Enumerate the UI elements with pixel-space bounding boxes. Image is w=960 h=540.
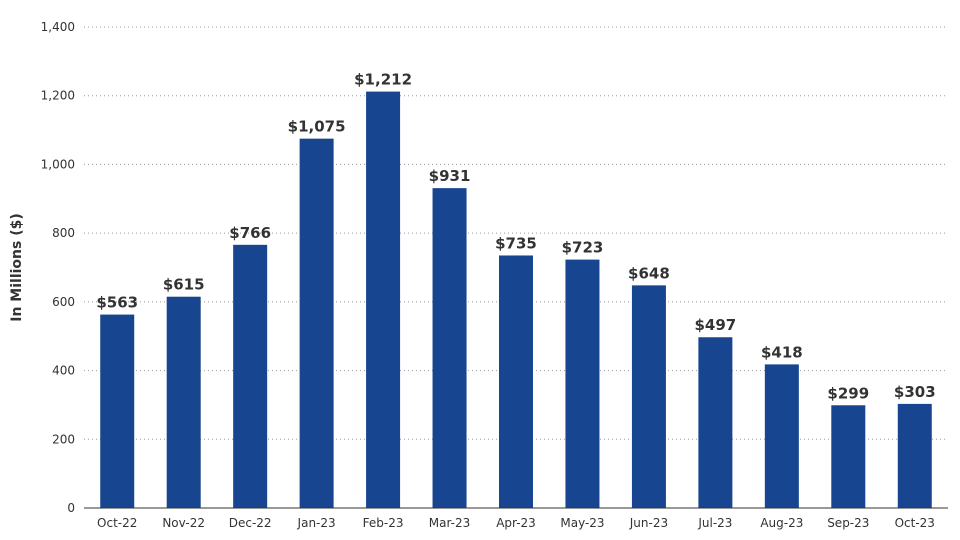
y-axis-ticks: 0 200 400 600 800 1,000 1,200 1,400 <box>41 20 75 515</box>
x-tick-label: Oct-23 <box>895 516 935 530</box>
bar <box>499 255 533 508</box>
y-tick-label: 1,400 <box>41 20 75 34</box>
data-label: $497 <box>695 316 737 334</box>
x-tick-label: Mar-23 <box>429 516 470 530</box>
data-label: $723 <box>562 239 604 257</box>
bar <box>432 188 467 508</box>
x-tick-label: Feb-23 <box>363 516 404 530</box>
x-tick-label: Jun-23 <box>629 516 668 530</box>
bar <box>299 138 334 509</box>
bar <box>565 259 600 508</box>
y-tick-label: 200 <box>52 432 75 446</box>
data-label: $766 <box>229 224 271 242</box>
data-label: $563 <box>96 294 138 312</box>
data-label: $735 <box>495 234 537 252</box>
y-tick-label: 600 <box>52 295 75 309</box>
x-tick-label: Oct-22 <box>97 516 137 530</box>
bar <box>831 405 866 508</box>
bars <box>100 91 932 509</box>
x-tick-label: Aug-23 <box>760 516 803 530</box>
data-label: $303 <box>894 383 936 401</box>
data-label: $931 <box>429 167 471 185</box>
data-label: $648 <box>628 264 670 282</box>
data-label: $615 <box>163 276 205 294</box>
x-tick-label: Jul-23 <box>697 516 732 530</box>
data-label: $299 <box>827 384 869 402</box>
bar <box>764 364 799 508</box>
bar <box>631 285 666 508</box>
x-tick-label: Sep-23 <box>827 516 869 530</box>
x-tick-label: May-23 <box>560 516 604 530</box>
y-axis-title: In Millions ($) <box>9 213 25 322</box>
data-label: $1,212 <box>354 71 412 89</box>
bar <box>366 91 401 508</box>
data-labels: $563 $615 $766 $1,075 $1,212 $931 $735 $723 $648… <box>96 71 935 403</box>
x-tick-label: Jan-23 <box>297 516 336 530</box>
data-label: $1,075 <box>288 118 346 136</box>
y-tick-label: 0 <box>67 501 75 515</box>
x-tick-label: Nov-22 <box>162 516 205 530</box>
x-tick-label: Dec-22 <box>229 516 272 530</box>
bar <box>897 403 932 508</box>
data-label: $418 <box>761 343 803 361</box>
bar <box>233 244 268 508</box>
x-axis-ticks: Oct-22 Nov-22 Dec-22 Jan-23 Feb-23 Mar-23 Apr-… <box>97 516 935 530</box>
y-tick-label: 400 <box>52 364 75 378</box>
y-tick-label: 1,000 <box>41 157 75 171</box>
bar <box>698 337 733 508</box>
bar <box>166 296 201 508</box>
bar <box>100 314 135 508</box>
y-tick-label: 800 <box>52 226 75 240</box>
y-tick-label: 1,200 <box>41 89 75 103</box>
x-tick-label: Apr-23 <box>496 516 536 530</box>
